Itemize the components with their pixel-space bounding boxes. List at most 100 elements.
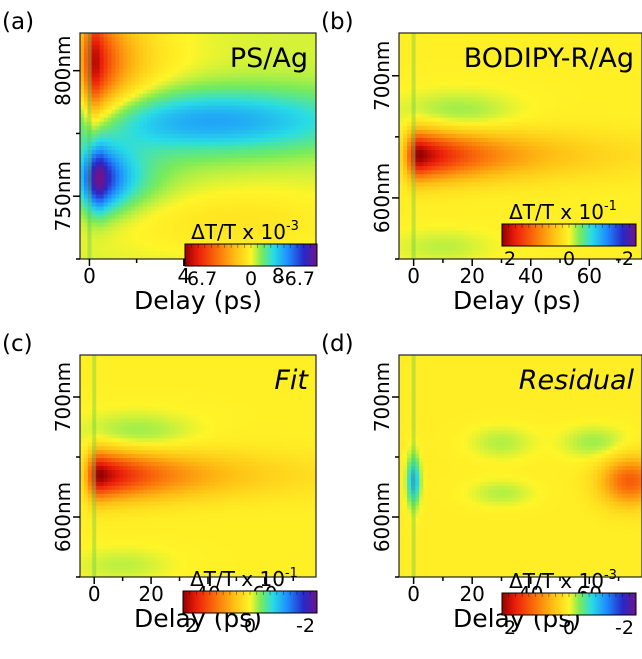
heatmap-cell <box>182 174 187 179</box>
heatmap-cell <box>419 141 424 147</box>
heatmap-cell <box>186 230 191 236</box>
heatmap-cell <box>288 238 293 244</box>
heatmap-cell <box>443 182 449 187</box>
heatmap-cell <box>198 150 203 155</box>
heatmap-cell <box>276 154 282 159</box>
heatmap-cell <box>415 49 420 54</box>
heatmap-cell <box>139 129 144 135</box>
heatmap-cell <box>174 109 179 115</box>
heatmap-cell <box>264 162 270 167</box>
heatmap-cell <box>87 194 93 200</box>
heatmap-cell <box>484 202 489 208</box>
heatmap-cell <box>496 41 501 46</box>
heatmap-cell <box>186 57 191 62</box>
heatmap-cell <box>260 190 266 196</box>
heatmap-cell <box>190 93 195 99</box>
heatmap-cell <box>99 202 105 208</box>
heatmap-cell <box>127 238 132 244</box>
heatmap-cell <box>407 234 412 240</box>
heatmap-cell <box>245 141 250 147</box>
heatmap-cell <box>407 57 412 62</box>
heatmap-cell <box>139 41 144 46</box>
heatmap-cell <box>158 117 164 123</box>
heatmap-cell <box>162 250 168 256</box>
heatmap-cell <box>95 61 101 66</box>
heatmap-cell <box>296 210 301 216</box>
heatmap-cell <box>496 61 501 66</box>
heatmap-cell <box>475 186 481 191</box>
heatmap-cell <box>158 97 164 103</box>
heatmap-cell <box>99 133 105 139</box>
heatmap-cell <box>237 65 242 70</box>
heatmap-cell <box>111 186 116 191</box>
heatmap-cell <box>504 158 509 163</box>
heatmap-cell <box>174 234 179 240</box>
heatmap-cell <box>419 45 424 50</box>
heatmap-cell <box>411 234 416 240</box>
heatmap-cell <box>439 174 445 179</box>
heatmap-cell <box>83 154 89 159</box>
heatmap-cell <box>154 137 160 143</box>
heatmap-cell <box>455 97 461 103</box>
heatmap-cell <box>304 53 309 58</box>
heatmap-cell <box>399 206 404 212</box>
heatmap-cell <box>194 162 199 167</box>
heatmap-cell <box>91 226 97 232</box>
heatmap-cell <box>268 73 274 78</box>
heatmap-cell <box>162 222 168 228</box>
heatmap-cell <box>142 85 148 91</box>
heatmap-cell <box>427 206 432 212</box>
heatmap-cell <box>308 166 313 171</box>
heatmap-cell <box>288 33 293 38</box>
heatmap-cell <box>447 210 453 216</box>
heatmap-cell <box>471 109 477 115</box>
heatmap-cell <box>292 182 297 187</box>
heatmap-cell <box>427 117 432 123</box>
heatmap-cell <box>119 33 124 38</box>
heatmap-cell <box>233 41 238 46</box>
heatmap-cell <box>249 137 254 143</box>
heatmap-cell <box>237 150 242 155</box>
heatmap-cell <box>103 113 109 119</box>
heatmap-cell <box>451 198 457 204</box>
heatmap-cell <box>194 109 199 115</box>
heatmap-cell <box>190 166 195 171</box>
heatmap-cell <box>119 133 124 139</box>
heatmap-cell <box>447 129 453 135</box>
heatmap-cell <box>127 57 132 62</box>
heatmap-cell <box>217 146 223 151</box>
heatmap-cell <box>241 117 246 123</box>
heatmap-cell <box>500 186 505 191</box>
heatmap-cell <box>407 214 412 220</box>
heatmap-cell <box>443 166 449 171</box>
heatmap-cell <box>268 190 274 196</box>
heatmap-cell <box>451 182 457 187</box>
heatmap-cell <box>411 65 416 70</box>
heatmap-cell <box>300 178 305 183</box>
heatmap-cell <box>264 73 270 78</box>
heatmap-cell <box>504 109 509 115</box>
heatmap-cell <box>146 133 152 139</box>
heatmap-cell <box>225 238 231 244</box>
heatmap-cell <box>162 81 168 87</box>
heatmap-cell <box>488 105 493 111</box>
heatmap-cell <box>264 93 270 99</box>
heatmap-cell <box>182 182 187 187</box>
heatmap-cell <box>480 218 485 224</box>
heatmap-cell <box>150 198 156 204</box>
heatmap-cell <box>249 230 254 236</box>
heatmap-cell <box>186 45 191 50</box>
heatmap-cell <box>403 250 408 256</box>
heatmap-cell <box>419 194 424 200</box>
heatmap-cell <box>91 53 97 58</box>
heatmap-cell <box>229 73 234 78</box>
heatmap-cell <box>190 105 195 111</box>
heatmap-cell <box>431 113 437 119</box>
heatmap-cell <box>427 81 432 87</box>
heatmap-cell <box>427 194 432 200</box>
heatmap-cell <box>241 178 246 183</box>
heatmap-cell <box>95 222 101 228</box>
heatmap-cell <box>475 170 481 175</box>
heatmap-cell <box>500 101 505 107</box>
heatmap-cell <box>119 226 124 232</box>
